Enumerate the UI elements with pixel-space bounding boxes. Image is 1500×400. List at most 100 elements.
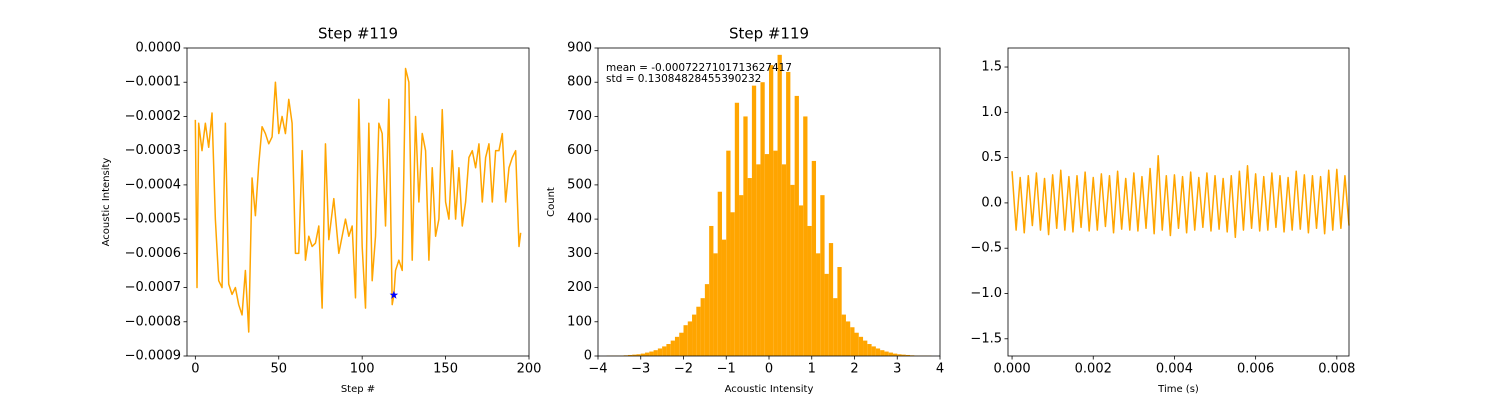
- histogram-bar: [756, 164, 761, 356]
- annotation: std = 0.13084828455390232: [606, 73, 761, 85]
- histogram-bar: [632, 354, 637, 356]
- histogram-bar: [781, 164, 787, 356]
- histogram-bar: [640, 353, 646, 356]
- annotation: mean = -0.0007227101713627417: [606, 62, 792, 74]
- x-tick-label: −2: [674, 362, 693, 377]
- y-tick-label: 800: [567, 75, 592, 90]
- y-tick-label: −0.0009: [125, 349, 181, 364]
- histogram-bar: [747, 178, 752, 356]
- y-tick-label: −0.0006: [125, 246, 181, 261]
- chart-title: Step #119: [729, 25, 809, 43]
- histogram-bar: [692, 314, 697, 356]
- line: [194, 67, 522, 333]
- histogram-bar: [867, 344, 872, 356]
- histogram-bar: [841, 314, 846, 356]
- y-tick-label: 1.5: [981, 60, 1002, 75]
- x-tick-label: 0.002: [1075, 362, 1112, 377]
- x-tick-label: 100: [350, 362, 375, 377]
- histogram-bar: [645, 352, 650, 356]
- histogram-bar: [790, 184, 795, 356]
- histogram-bar: [674, 336, 680, 356]
- y-tick-label: −1.0: [970, 286, 1002, 301]
- histogram-bar: [786, 71, 791, 356]
- y-tick-label: 300: [567, 246, 592, 261]
- histogram-bar: [828, 243, 834, 356]
- x-tick-label: 4: [936, 362, 944, 377]
- histogram-bar: [845, 321, 851, 356]
- histogram-bar: [803, 116, 808, 356]
- histogram-bar: [739, 195, 744, 356]
- x-tick-label: −3: [631, 362, 650, 377]
- y-tick-label: −0.5: [970, 241, 1002, 256]
- x-tick-label: 0: [765, 362, 773, 377]
- histogram-bar: [687, 321, 693, 356]
- axes: −4 −3 −2 −1 0 1 2 3 4 0 100 200 300 400 500 600 700 800 90…: [546, 25, 944, 396]
- y-tick-label: 500: [567, 177, 592, 192]
- histogram-bar: [670, 340, 675, 356]
- histogram-bar: [649, 351, 654, 356]
- histogram-bar: [833, 298, 838, 356]
- axes-frame: [1007, 47, 1350, 357]
- x-tick-label: 150: [433, 362, 458, 377]
- histogram-bar: [636, 354, 641, 356]
- histogram-bar: [811, 160, 817, 356]
- y-tick-label: 0.0: [981, 195, 1002, 210]
- y-tick-label: 600: [567, 143, 592, 158]
- axes-frame: [186, 47, 530, 357]
- y-tick-label: 900: [567, 41, 592, 56]
- y-tick-label: 0: [584, 349, 592, 364]
- histogram-bar: [905, 354, 911, 356]
- histogram-bar: [704, 284, 710, 356]
- histogram-bar: [666, 344, 671, 356]
- x-tick-label: 0.004: [1156, 362, 1193, 377]
- y-tick-label: 1.0: [981, 105, 1002, 120]
- histogram-bar: [721, 239, 727, 356]
- histogram-bar: [713, 253, 718, 356]
- x-tick-label: 3: [893, 362, 901, 377]
- histogram-bar: [734, 102, 740, 356]
- histogram-bar: [863, 340, 868, 356]
- histogram-bar: [700, 298, 705, 356]
- histogram-bar: [880, 350, 885, 356]
- histogram-bar: [662, 346, 667, 356]
- x-tick-label: 0: [191, 362, 199, 377]
- x-tick-label: 50: [270, 362, 287, 377]
- histogram-bar: [653, 350, 658, 356]
- histogram-bar: [884, 351, 889, 356]
- y-tick-label: −0.0002: [125, 109, 181, 124]
- histogram-bar: [679, 332, 684, 356]
- axes: 0.000 0.002 0.004 0.006 0.008 −1.5 −1.0 −0.5 0.0…: [970, 47, 1355, 395]
- y-tick-label: 200: [567, 280, 592, 295]
- x-axis-label: Acoustic Intensity: [725, 384, 814, 395]
- y-axis-label: Count: [546, 187, 557, 217]
- histogram-bar: [726, 150, 731, 356]
- y-axis-label: Acoustic Intensity: [101, 158, 112, 247]
- histogram-bar: [709, 225, 714, 356]
- y-tick-label: 400: [567, 212, 592, 227]
- y-tick-label: 100: [567, 314, 592, 329]
- x-axis-label: Time (s): [1157, 384, 1199, 395]
- histogram-bar: [769, 65, 774, 356]
- y-tick-label: −0.0004: [125, 177, 181, 192]
- x-tick-label: 0.000: [993, 362, 1030, 377]
- histogram-bar: [871, 346, 876, 356]
- x-tick-label: 0.008: [1318, 362, 1355, 377]
- histogram-bar: [730, 212, 735, 356]
- histogram-bar: [743, 116, 748, 356]
- histogram-bar: [875, 348, 881, 356]
- y-tick-label: 700: [567, 109, 592, 124]
- histogram-bar: [858, 336, 864, 356]
- histogram-bar: [657, 348, 663, 356]
- histogram-bar: [850, 327, 855, 356]
- histogram-bar: [824, 273, 829, 356]
- histogram-bar: [854, 332, 859, 356]
- y-tick-label: −0.0003: [125, 143, 181, 158]
- x-tick-label: 200: [517, 362, 542, 377]
- histogram-bar: [627, 354, 633, 356]
- histogram-bar: [798, 205, 804, 356]
- histogram-bar: [764, 154, 769, 356]
- histogram-bar: [820, 195, 825, 356]
- histogram-bar: [751, 85, 757, 357]
- histogram-bar: [807, 225, 812, 356]
- histogram-bar: [888, 352, 893, 356]
